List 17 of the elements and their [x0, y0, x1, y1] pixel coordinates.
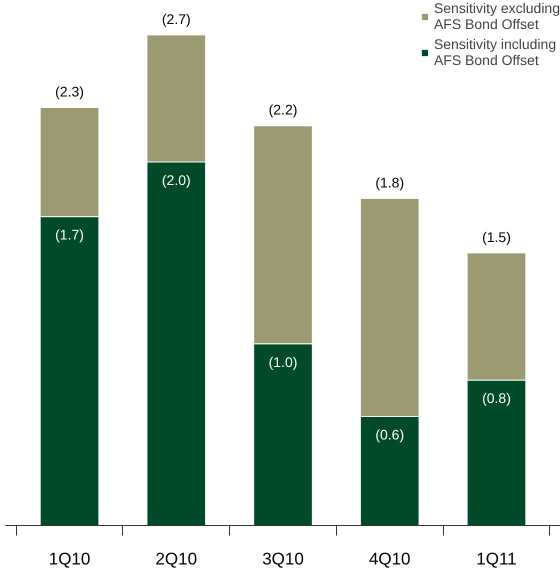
x-tick-label: 3Q10 [262, 550, 304, 568]
data-label: (1.7) [55, 226, 84, 243]
x-tick-label: 1Q10 [48, 550, 90, 568]
data-label: (0.8) [482, 390, 511, 406]
data-label: (0.6) [375, 426, 404, 442]
total-label: (2.2) [268, 102, 298, 118]
legend-label: Sensitivity including AFS Bond Offset [434, 36, 556, 68]
x-tick-label: 1Q11 [476, 550, 517, 568]
total-label: (1.5) [482, 228, 511, 245]
data-label: (2.0) [162, 172, 191, 188]
data-label: (1.0) [268, 354, 298, 370]
x-tick-label: 2Q10 [155, 550, 198, 568]
x-tick-label: 4Q10 [368, 550, 411, 568]
total-label: (2.3) [55, 84, 84, 100]
total-label: (2.7) [162, 10, 191, 27]
legend-label: Sensitivity excluding AFS Bond Offset [434, 0, 560, 32]
total-label: (1.8) [375, 174, 404, 190]
